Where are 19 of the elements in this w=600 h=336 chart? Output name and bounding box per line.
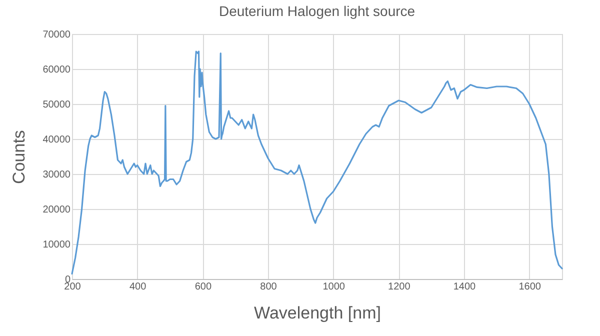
y-tick-label: 60000: [42, 64, 71, 76]
x-tick-label: 600: [194, 282, 212, 292]
x-axis-title: Wavelength [nm]: [254, 304, 381, 322]
y-tick-label: 70000: [42, 30, 71, 40]
chart-title: Deuterium Halogen light source: [218, 3, 416, 19]
x-tick-label: 1400: [453, 282, 476, 292]
x-tick-label: 1200: [388, 282, 411, 292]
y-axis-title: Counts: [10, 130, 29, 184]
y-tick-label: 20000: [42, 204, 71, 216]
x-tick-label: 400: [129, 282, 147, 292]
y-tick-label: 40000: [42, 134, 71, 146]
x-tick-label: 1000: [322, 282, 346, 292]
x-tick-label: 1600: [518, 282, 542, 292]
y-tick-label: 50000: [42, 100, 71, 110]
y-tick-label: 30000: [42, 170, 71, 180]
y-tick-label: 10000: [42, 240, 71, 250]
x-tick-label: 800: [260, 282, 278, 292]
line-series: [71, 50, 563, 275]
x-tick-label: 200: [64, 282, 82, 292]
